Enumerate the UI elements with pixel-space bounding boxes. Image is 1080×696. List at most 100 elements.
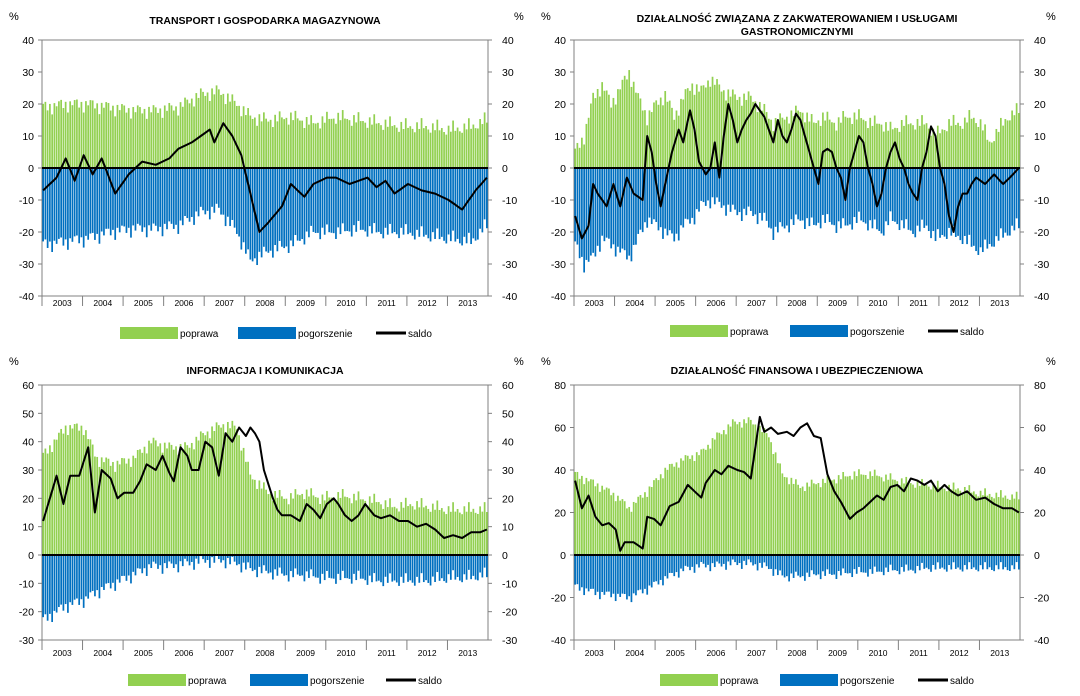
- y-tick-label-right: 40: [502, 35, 514, 47]
- bar-poprawa: [939, 487, 941, 555]
- bar-poprawa: [389, 498, 391, 555]
- bar-poprawa: [224, 432, 227, 555]
- bar-pogorszenie: [842, 555, 845, 569]
- bar-poprawa: [621, 499, 624, 555]
- bar-poprawa: [941, 129, 944, 168]
- bar-poprawa: [175, 106, 177, 168]
- bar-poprawa: [64, 101, 67, 168]
- bar-pogorszenie: [813, 168, 815, 225]
- bar-poprawa: [788, 123, 790, 168]
- bar-pogorszenie: [472, 168, 475, 239]
- bar-pogorszenie: [673, 555, 676, 577]
- bar-pogorszenie: [738, 168, 741, 213]
- bar-poprawa: [254, 479, 256, 555]
- bar-poprawa: [612, 492, 615, 555]
- bar-poprawa: [386, 126, 389, 168]
- bar-poprawa: [407, 127, 409, 168]
- bar-poprawa: [576, 142, 579, 168]
- bar-poprawa: [64, 425, 67, 555]
- bar-pogorszenie: [758, 555, 761, 563]
- bar-poprawa: [402, 507, 405, 555]
- bar-poprawa: [713, 439, 716, 555]
- bar-poprawa: [287, 124, 290, 168]
- bar-pogorszenie: [157, 168, 159, 232]
- bar-pogorszenie: [305, 555, 308, 572]
- bar-poprawa: [220, 94, 222, 168]
- bar-pogorszenie: [835, 168, 838, 233]
- bar-poprawa: [420, 118, 423, 168]
- bar-poprawa: [346, 497, 349, 555]
- bar-poprawa: [869, 471, 872, 555]
- bar-poprawa: [977, 126, 980, 168]
- bar-pogorszenie: [411, 555, 414, 583]
- bar-pogorszenie: [438, 555, 441, 581]
- bar-pogorszenie: [244, 555, 247, 570]
- bar-pogorszenie: [990, 555, 993, 570]
- bar-poprawa: [578, 147, 581, 168]
- plot-frame: [41, 384, 489, 641]
- bar-pogorszenie: [846, 555, 849, 574]
- bar-poprawa: [592, 92, 595, 168]
- bar-poprawa: [136, 105, 139, 168]
- bar-pogorszenie: [134, 555, 137, 576]
- bar-pogorszenie: [918, 555, 921, 571]
- bar-pogorszenie: [677, 168, 680, 241]
- bar-poprawa: [107, 458, 110, 555]
- bar-pogorszenie: [662, 555, 664, 586]
- y-tick-label-right: 40: [1034, 465, 1046, 477]
- bar-poprawa: [808, 486, 811, 555]
- bar-pogorszenie: [483, 555, 486, 568]
- y-axis-unit-left: %: [541, 11, 551, 23]
- bar-poprawa: [691, 455, 694, 555]
- bar-poprawa: [452, 502, 454, 555]
- bar-pogorszenie: [765, 168, 768, 221]
- bar-poprawa: [587, 117, 590, 168]
- bar-pogorszenie: [321, 555, 324, 574]
- bar-pogorszenie: [145, 168, 148, 238]
- bar-pogorszenie: [1011, 168, 1013, 226]
- bar-poprawa: [348, 498, 351, 555]
- bar-pogorszenie: [819, 555, 822, 580]
- bar-pogorszenie: [463, 555, 466, 575]
- y-tick-label-left: -30: [19, 635, 34, 647]
- bar-poprawa: [767, 437, 770, 555]
- bar-pogorszenie: [648, 168, 651, 218]
- bar-poprawa: [972, 117, 975, 168]
- bar-pogorszenie: [727, 555, 730, 562]
- bar-poprawa: [359, 121, 362, 168]
- bar-pogorszenie: [53, 555, 56, 611]
- bar-poprawa: [828, 119, 831, 168]
- bar-poprawa: [713, 84, 716, 168]
- bar-pogorszenie: [247, 555, 249, 563]
- bar-pogorszenie: [105, 168, 108, 229]
- bar-pogorszenie: [995, 168, 998, 237]
- bar-pogorszenie: [632, 168, 635, 245]
- bar-poprawa: [224, 104, 227, 168]
- bar-pogorszenie: [630, 168, 633, 262]
- bar-pogorszenie: [272, 555, 274, 580]
- bar-poprawa: [326, 111, 328, 168]
- bar-poprawa: [729, 426, 732, 555]
- bar-pogorszenie: [1002, 555, 1004, 570]
- bar-pogorszenie: [887, 555, 890, 572]
- bar-pogorszenie: [675, 168, 678, 234]
- bar-pogorszenie: [404, 555, 407, 574]
- y-tick-label-right: 20: [502, 99, 514, 111]
- bar-poprawa: [880, 124, 883, 168]
- bar-poprawa: [641, 497, 644, 555]
- x-tick-label: 2006: [706, 298, 725, 308]
- y-axis-unit-right: %: [1046, 356, 1056, 368]
- bar-poprawa: [260, 121, 263, 168]
- bar-poprawa: [596, 89, 599, 168]
- bar-pogorszenie: [283, 555, 286, 576]
- bar-poprawa: [150, 112, 153, 168]
- bar-pogorszenie: [592, 168, 595, 253]
- bar-poprawa: [795, 105, 797, 168]
- chart-title: INFORMACJA I KOMUNIKACJA: [186, 365, 344, 377]
- bar-poprawa: [458, 512, 461, 555]
- bar-pogorszenie: [776, 555, 779, 576]
- bar-poprawa: [308, 124, 310, 168]
- bar-pogorszenie: [686, 555, 689, 567]
- bar-poprawa: [990, 496, 993, 555]
- legend-swatch-poprawa: [670, 325, 728, 337]
